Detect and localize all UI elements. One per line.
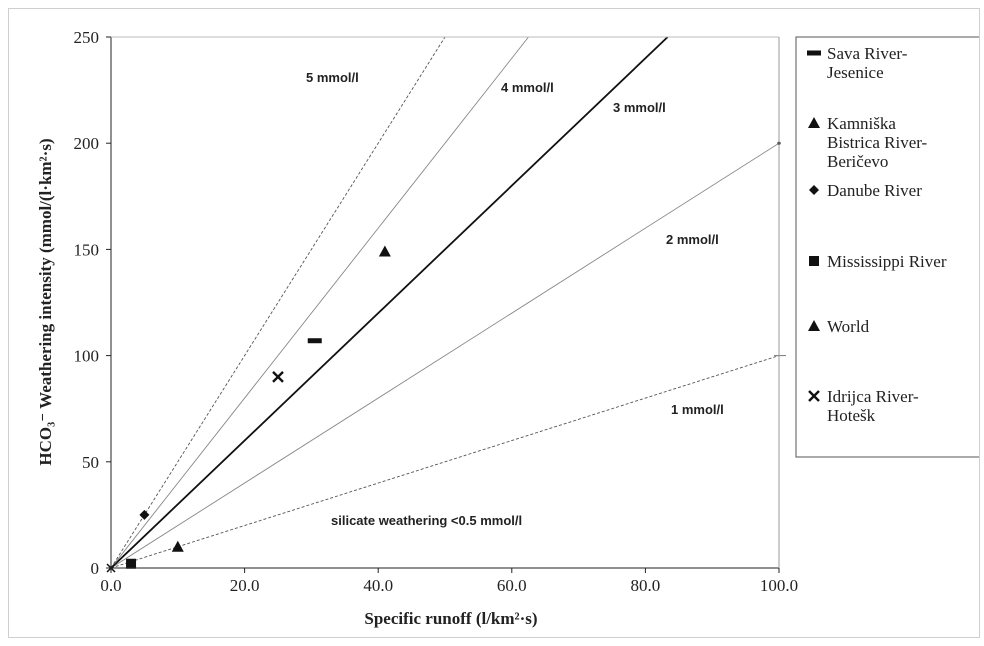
legend-label-4: World — [827, 317, 870, 336]
x-axis-label: Specific runoff (l/km²·s) — [364, 609, 537, 628]
reference-line-5-mmol — [111, 37, 446, 568]
reference-line-3-mmol — [111, 37, 669, 568]
data-point-kamni-ka-bistrica-river-beri-evo — [378, 245, 391, 257]
reference-label-2-mmol: 2 mmol/l — [666, 232, 719, 247]
x-tick-label: 60.0 — [497, 576, 527, 595]
legend-marker-4 — [808, 320, 820, 331]
reference-label-1-mmol: 1 mmol/l — [671, 402, 724, 417]
y-tick-label: 100 — [74, 347, 100, 366]
legend-label-3: Mississippi River — [827, 252, 947, 271]
chart-frame: 1 mmol/l 2 mmol/l 3 mmol/l 4 mmol/l 5 mmol/l… — [8, 8, 982, 638]
plot-area: 1 mmol/l 2 mmol/l 3 mmol/l 4 mmol/l 5 mmol/l… — [106, 37, 786, 573]
y-axis-label: HCO₃⁻ Weathering intensity (mmol/(l·km²·… — [36, 138, 55, 465]
reference-lines — [111, 37, 779, 568]
legend-label-2: Danube River — [827, 181, 922, 200]
y-tick-label: 150 — [74, 240, 100, 259]
x-stroke — [272, 370, 284, 383]
reference-line-4-mmol — [111, 37, 529, 568]
legend-marker-0 — [807, 50, 821, 56]
axes: 0.0 20.0 40.0 60.0 80.0 100.0 0 50 100 150 200 250 S… — [36, 28, 798, 628]
legend-marker-1 — [808, 117, 820, 128]
x-tick-label: 0.0 — [100, 576, 121, 595]
x-tick-label: 100.0 — [760, 576, 798, 595]
reference-line-2-mmol — [111, 142, 779, 568]
legend-label-5: Idrijca River-Hotešk — [827, 387, 919, 425]
reference-label-4-mmol: 4 mmol/l — [501, 80, 554, 95]
data-point-world — [171, 540, 184, 552]
y-tick-label: 0 — [91, 559, 100, 578]
legend-label-0: Sava River-Jesenice — [827, 44, 908, 82]
chart-svg: 1 mmol/l 2 mmol/l 3 mmol/l 4 mmol/l 5 mmol/l… — [36, 28, 982, 628]
y-tick-label: 200 — [74, 134, 100, 153]
x-tick-label: 20.0 — [230, 576, 260, 595]
legend: Sava River-Jesenice Kamniška Bistrica Rive… — [795, 36, 982, 458]
legend-label-1: Kamniška Bistrica River-Beričevo — [827, 114, 928, 171]
y-tick-label: 50 — [82, 453, 99, 472]
legend-marker-2 — [809, 185, 819, 195]
x-tick-label: 40.0 — [363, 576, 393, 595]
silicate-annotation: silicate weathering <0.5 mmol/l — [331, 513, 522, 528]
legend-marker-5 — [808, 390, 820, 402]
reference-line-1-mmol — [111, 355, 779, 568]
reference-label-3-mmol: 3 mmol/l — [613, 100, 666, 115]
y-tick-label: 250 — [74, 28, 100, 47]
reference-label-5-mmol: 5 mmol/l — [306, 70, 359, 85]
data-point-sava-river-jesenice — [307, 338, 322, 344]
legend-box — [795, 36, 982, 458]
x-stroke — [808, 390, 820, 402]
x-tick-label: 80.0 — [631, 576, 661, 595]
data-point-mississippi-river — [126, 558, 137, 569]
legend-marker-3 — [809, 256, 819, 266]
data-point-idrijca-river-hote-k — [272, 370, 284, 383]
data-point-danube-river — [139, 509, 150, 520]
